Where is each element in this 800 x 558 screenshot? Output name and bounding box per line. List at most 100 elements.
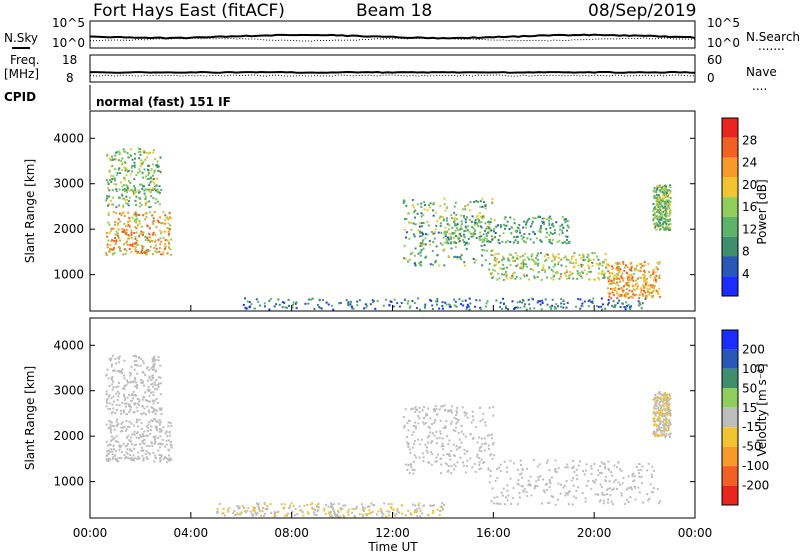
data-pixel: [145, 201, 148, 204]
data-pixel: [611, 474, 614, 477]
data-pixel: [533, 307, 536, 310]
data-pixel: [349, 303, 352, 306]
data-pixel: [109, 159, 112, 162]
data-pixel: [143, 407, 146, 410]
data-pixel: [264, 513, 267, 515]
data-pixel: [655, 401, 658, 403]
data-pixel: [123, 425, 126, 428]
data-pixel: [667, 223, 670, 226]
data-pixel: [154, 413, 157, 415]
data-pixel: [152, 187, 154, 190]
data-pixel: [132, 355, 135, 357]
data-pixel: [669, 223, 672, 225]
data-pixel: [571, 272, 574, 275]
data-pixel: [120, 412, 123, 415]
data-pixel: [591, 261, 594, 264]
data-pixel: [663, 209, 666, 212]
data-pixel: [434, 419, 437, 422]
data-pixel: [107, 452, 110, 455]
data-pixel: [564, 272, 566, 275]
data-pixel: [123, 190, 126, 193]
data-pixel: [414, 411, 417, 413]
data-pixel: [615, 267, 618, 270]
data-pixel: [442, 454, 445, 457]
data-pixel: [460, 441, 463, 444]
data-pixel: [540, 308, 543, 311]
data-pixel: [454, 229, 457, 232]
data-pixel: [616, 292, 619, 295]
data-pixel: [151, 214, 154, 217]
data-pixel: [110, 203, 113, 206]
data-pixel: [137, 451, 140, 454]
data-pixel: [474, 232, 476, 235]
data-pixel: [489, 272, 492, 275]
data-pixel: [153, 185, 156, 188]
data-pixel: [509, 459, 512, 462]
data-pixel: [147, 386, 150, 388]
data-pixel: [130, 251, 133, 253]
data-pixel: [607, 498, 610, 501]
data-pixel: [417, 415, 420, 418]
data-pixel: [607, 487, 610, 490]
data-pixel: [154, 457, 157, 460]
data-pixel: [458, 446, 460, 449]
data-pixel: [668, 202, 671, 205]
data-pixel: [458, 438, 461, 441]
data-pixel: [596, 262, 598, 265]
data-pixel: [615, 277, 618, 280]
data-pixel: [122, 184, 125, 186]
data-pixel: [667, 406, 670, 409]
data-pixel: [657, 194, 660, 197]
data-pixel: [332, 508, 335, 511]
data-pixel: [637, 486, 640, 489]
data-pixel: [656, 185, 659, 187]
data-pixel: [656, 419, 659, 422]
data-pixel: [157, 384, 159, 387]
data-pixel: [159, 442, 162, 445]
nsky-trace: [89, 33, 696, 40]
data-pixel: [508, 253, 511, 256]
data-pixel: [450, 235, 452, 238]
data-pixel: [110, 199, 112, 202]
data-pixel: [667, 199, 670, 202]
data-pixel: [653, 286, 655, 289]
data-pixel: [147, 174, 150, 177]
data-pixel: [577, 298, 580, 301]
data-pixel: [536, 301, 539, 304]
data-pixel: [435, 408, 438, 411]
data-pixel: [342, 514, 345, 517]
data-pixel: [118, 371, 121, 374]
data-pixel: [491, 238, 494, 241]
data-pixel: [646, 493, 649, 496]
data-pixel: [640, 266, 642, 269]
data-pixel: [122, 253, 125, 256]
data-pixel: [289, 504, 292, 507]
data-pixel: [257, 503, 260, 506]
data-pixel: [159, 393, 162, 396]
data-pixel: [466, 459, 469, 462]
data-pixel: [256, 512, 259, 515]
data-pixel: [133, 433, 136, 436]
data-pixel: [379, 508, 382, 510]
data-pixel: [315, 514, 318, 516]
data-pixel: [580, 263, 583, 266]
data-pixel: [545, 236, 548, 238]
data-pixel: [144, 399, 147, 402]
data-pixel: [293, 514, 296, 517]
data-pixel: [656, 488, 659, 491]
data-pixel: [117, 369, 120, 372]
data-pixel: [158, 430, 161, 433]
data-pixel: [654, 412, 657, 415]
data-pixel: [630, 295, 633, 298]
data-pixel: [570, 479, 573, 482]
data-pixel: [651, 296, 654, 299]
data-pixel: [544, 269, 547, 271]
data-pixel: [448, 305, 451, 308]
data-pixel: [120, 214, 123, 217]
data-pixel: [132, 411, 135, 414]
data-pixel: [129, 381, 132, 384]
data-pixel: [145, 215, 148, 218]
data-pixel: [458, 240, 461, 242]
data-pixel: [123, 229, 126, 232]
data-pixel: [135, 359, 138, 362]
